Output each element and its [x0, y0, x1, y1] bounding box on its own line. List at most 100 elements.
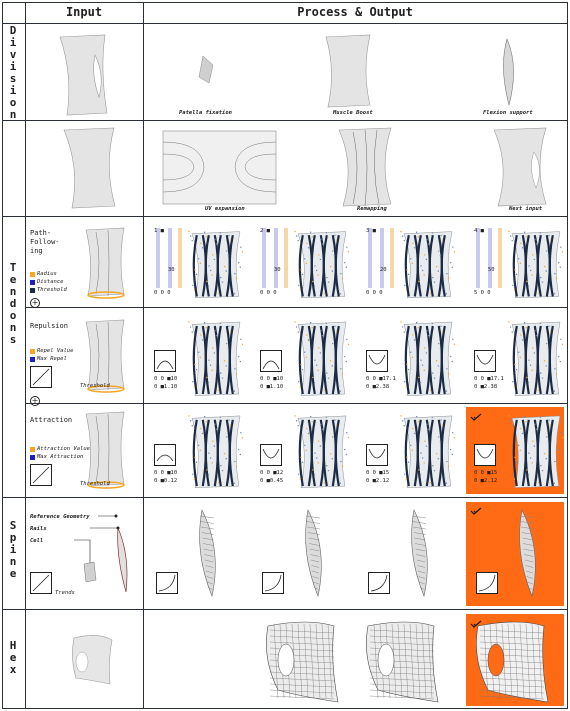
diagonal-line — [32, 574, 50, 592]
trends-label: Trends — [55, 590, 75, 596]
check-icon — [470, 507, 482, 515]
threshold-graph-2[interactable] — [30, 464, 52, 486]
sleeve-input-image — [59, 34, 108, 116]
patella-part-image — [198, 55, 214, 84]
grid-line — [2, 497, 568, 498]
tendon-render-attraction — [400, 415, 456, 488]
ann-rails: Rails — [30, 526, 47, 532]
ann-cell: Cell — [30, 538, 44, 544]
attraction-readout-top: 0 0 ■12 — [260, 470, 284, 476]
check-icon — [470, 413, 482, 421]
repel-readout-bottom: 0 ■1.10 — [260, 384, 284, 390]
grid-line — [2, 216, 568, 217]
repel-readout-top: 0 0 ■10 — [154, 376, 178, 382]
hex-render — [476, 621, 549, 703]
tendon-render-repulsion — [508, 321, 564, 396]
parameter-bars — [262, 228, 288, 288]
attraction-curve-graph — [154, 444, 176, 466]
readout-threshold: 3 ■ — [366, 228, 376, 234]
repulsion-title: Repulsion — [30, 322, 68, 330]
legend-attraction-value-label: Attraction Value — [37, 446, 90, 452]
spine-render — [411, 509, 428, 598]
repel-readout-bottom: 0 ■1.10 — [154, 384, 178, 390]
tendons-label: T e n d o n s — [9, 261, 17, 346]
grid-line — [143, 2, 144, 708]
path-following-title: Path- Follow- ing — [30, 229, 60, 255]
legend-max-repel-label: Max Repel — [37, 356, 67, 362]
caption-muscle: Muscle Boost — [333, 110, 373, 116]
muscle-part-image — [325, 34, 371, 108]
legend-repel-value-label: Repel Value — [37, 348, 74, 354]
readout-zero: 0 0 0 — [260, 290, 277, 296]
attraction-curve-graph — [260, 444, 282, 466]
legend-max-attraction: Max Attraction — [30, 454, 83, 460]
attraction-curve-graph — [366, 444, 388, 466]
caption-uv: UV expansion — [205, 206, 245, 212]
parameter-bars — [368, 228, 394, 288]
sleeve-input-image-2 — [63, 127, 116, 209]
blue-swatch — [30, 279, 35, 285]
repel-curve-graph — [154, 350, 176, 372]
plus-circle-icon[interactable]: + — [30, 298, 40, 308]
plus-circle-icon[interactable]: + — [30, 396, 40, 406]
spine-render — [199, 509, 216, 598]
threshold-graph[interactable] — [30, 366, 52, 388]
tendon-render-attraction — [188, 415, 244, 488]
curve — [476, 448, 494, 459]
path-input-image — [85, 227, 125, 299]
spine-label: S p i n e — [9, 519, 17, 580]
legend-threshold-label: Threshold — [37, 287, 67, 293]
curve — [478, 574, 496, 592]
attraction-readout-bottom: 0 ■0.12 — [154, 478, 178, 484]
spine-trend-graph — [156, 572, 178, 594]
orange-swatch — [30, 446, 35, 452]
check-icon — [470, 620, 482, 628]
curve — [158, 574, 176, 592]
repel-curve-graph — [474, 350, 496, 372]
grid-line — [567, 2, 568, 708]
threshold-label: Threshold — [80, 383, 110, 389]
readout-distance: 50 — [488, 267, 495, 273]
diagonal-line — [32, 368, 50, 386]
tendon-render-repulsion — [294, 321, 350, 396]
legend-max-repel: Max Repel — [30, 356, 67, 362]
spine-trend-graph — [368, 572, 390, 594]
legend-radius-label: Radius — [37, 271, 57, 277]
grid-line — [25, 403, 568, 404]
hex-input-image — [72, 635, 113, 685]
curve — [156, 360, 174, 370]
readout-distance: 30 — [274, 267, 281, 273]
repel-readout-bottom: 0 ■2.38 — [366, 384, 390, 390]
tendon-render-repulsion — [188, 321, 244, 396]
grid-line — [25, 2, 26, 708]
readout-zero: 0 0 0 — [154, 290, 171, 296]
navy-swatch — [30, 287, 35, 293]
attraction-readout-bottom: 0 ■2.12 — [366, 478, 390, 484]
trends-graph[interactable] — [30, 572, 52, 594]
attraction-input-image — [85, 411, 125, 489]
readout-threshold: 2 ■ — [260, 228, 270, 234]
curve — [370, 574, 388, 592]
hex-render — [266, 621, 339, 703]
tendon-render-path — [400, 230, 456, 299]
grid-line — [2, 23, 568, 24]
attraction-readout-top: 0 0 ■15 — [474, 470, 498, 476]
tendon-render-path — [508, 230, 564, 299]
curve — [262, 360, 280, 370]
grid-line — [2, 2, 3, 708]
spine-trend-graph — [476, 572, 498, 594]
repel-curve-graph — [260, 350, 282, 372]
attraction-readout-bottom: 0 ■2.12 — [474, 478, 498, 484]
curve — [368, 448, 386, 459]
curve — [368, 354, 386, 365]
caption-flexion: Flexion support — [483, 110, 533, 116]
parameter-bars — [476, 228, 502, 288]
repel-readout-top: 0 0 ■17.1 — [474, 376, 504, 382]
legend-threshold: Threshold — [30, 287, 67, 293]
readout-zero: 5 0 0 — [474, 290, 491, 296]
process-header: Process & Output — [297, 5, 413, 19]
grid-line — [2, 120, 568, 121]
ann-reference-geometry: Reference Geometry — [30, 514, 90, 520]
caption-patella: Patella fixation — [179, 110, 232, 116]
spine-render — [519, 509, 536, 598]
